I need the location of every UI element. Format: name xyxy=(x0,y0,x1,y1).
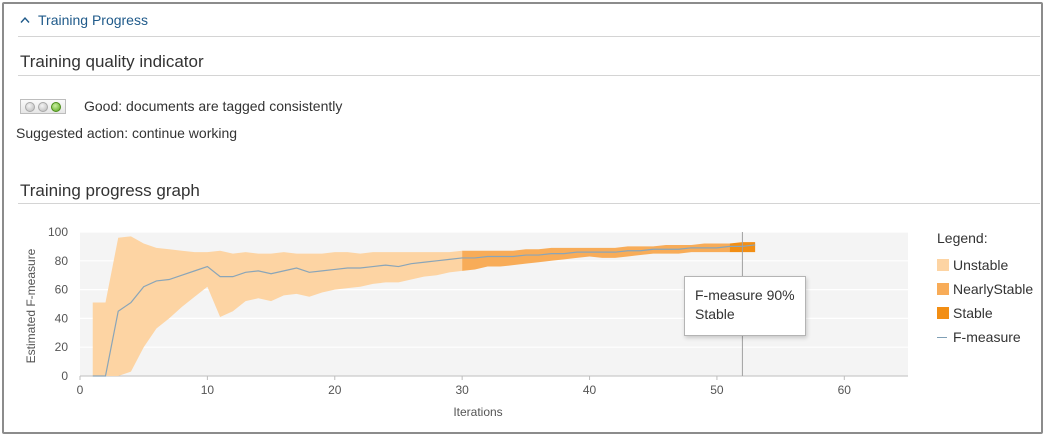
legend-item-nearly-stable: NearlyStable xyxy=(937,281,1033,297)
tooltip-value: F-measure 90% xyxy=(695,287,795,303)
traffic-light-indicator xyxy=(20,99,66,114)
legend-label: Stable xyxy=(953,305,993,321)
x-tick-label: 60 xyxy=(838,383,852,397)
progress-heading: Training progress graph xyxy=(20,181,200,200)
light-red-icon xyxy=(24,101,35,112)
y-tick-label: 80 xyxy=(55,254,69,268)
legend-label: Unstable xyxy=(953,257,1009,273)
band-unstable xyxy=(92,236,463,376)
y-tick-label: 20 xyxy=(55,340,69,354)
y-tick-label: 0 xyxy=(61,369,68,383)
y-tick-label: 60 xyxy=(55,283,69,297)
divider xyxy=(18,75,1040,76)
legend-line-swatch xyxy=(937,336,947,338)
legend-label: F-measure xyxy=(953,329,1021,345)
x-tick-label: 30 xyxy=(455,383,469,397)
legend-title: Legend: xyxy=(937,230,988,246)
training-progress-toggle[interactable]: Training Progress xyxy=(20,11,148,29)
x-axis-label: Iterations xyxy=(453,405,502,419)
x-tick-label: 40 xyxy=(583,383,597,397)
x-tick-label: 20 xyxy=(328,383,342,397)
light-yellow-icon xyxy=(37,101,48,112)
progress-chart: 0 20 40 60 80 100 0 10 20 30 40 50 60 Iterations Estim… xyxy=(24,225,908,419)
tooltip-status: Stable xyxy=(695,306,735,322)
legend-item-f-measure: F-measure xyxy=(937,329,1021,345)
y-tick-label: 40 xyxy=(55,311,69,325)
y-tick-label: 100 xyxy=(48,225,68,239)
band-nearlystable xyxy=(462,243,730,271)
f-measure-line xyxy=(92,244,756,377)
divider xyxy=(18,36,1040,37)
y-axis-label: Estimated F-measure xyxy=(24,248,38,363)
light-green-icon xyxy=(51,101,62,112)
legend-label: NearlyStable xyxy=(953,281,1034,297)
x-tick-label: 50 xyxy=(710,383,724,397)
x-tick-label: 0 xyxy=(77,383,84,397)
chart-tooltip: F-measure 90% Stable xyxy=(684,276,806,336)
legend-item-stable: Stable xyxy=(937,305,993,321)
suggested-action-text: Suggested action: continue working xyxy=(16,125,238,141)
legend-swatch xyxy=(937,259,949,271)
section-title: Training Progress xyxy=(38,12,148,28)
legend-item-unstable: Unstable xyxy=(937,257,1008,273)
legend-swatch xyxy=(937,307,949,319)
chevron-up-icon xyxy=(20,16,30,23)
quality-status-text: Good: documents are tagged consistently xyxy=(84,98,343,114)
x-tick-label: 10 xyxy=(201,383,215,397)
divider xyxy=(18,203,1040,204)
quality-heading: Training quality indicator xyxy=(20,52,204,71)
legend-swatch xyxy=(937,283,949,295)
